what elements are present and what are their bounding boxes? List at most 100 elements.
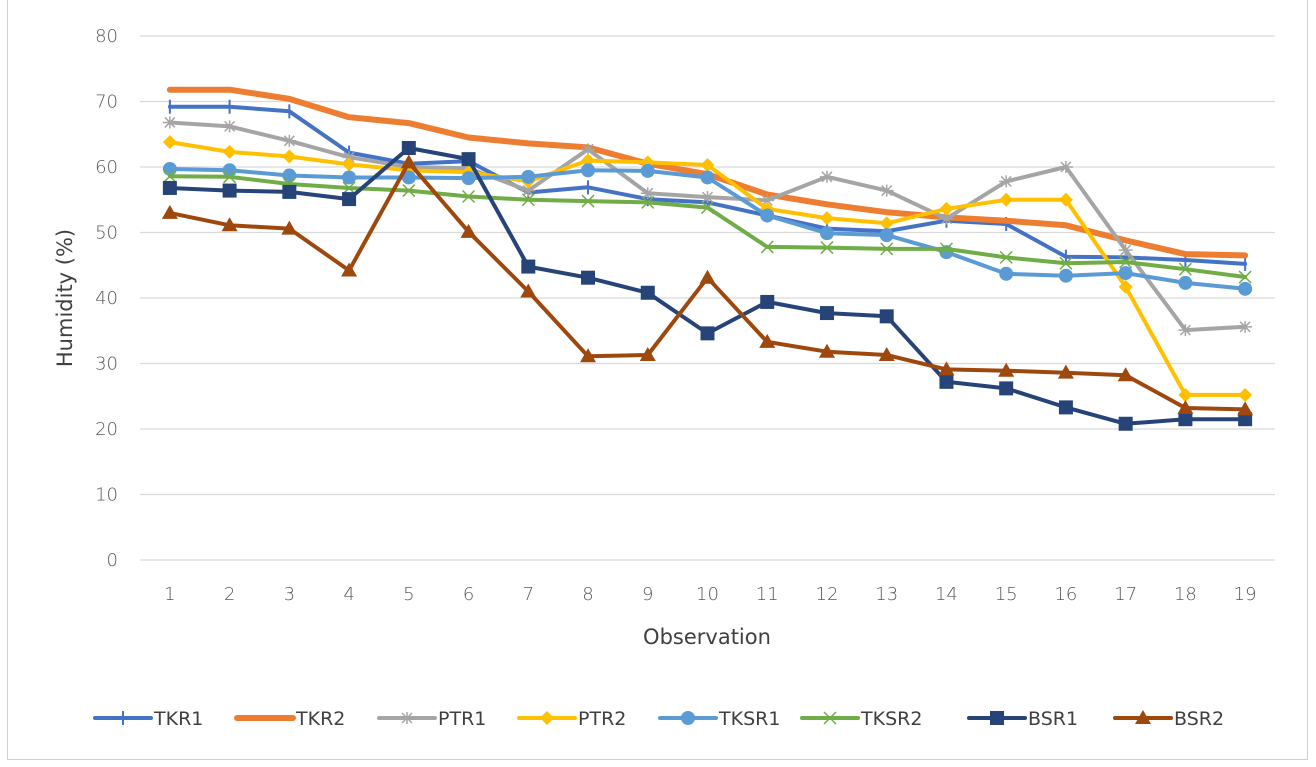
- legend-item-tksr1: TKSR1: [658, 708, 780, 730]
- data-point-tksr2: [999, 250, 1013, 264]
- data-point-bsr2: [759, 333, 776, 348]
- data-point-tksr1: [1238, 281, 1253, 296]
- data-point-bsr1: [162, 180, 177, 195]
- legend-item-tkr2: TKR2: [234, 708, 345, 730]
- data-point-tksr2: [880, 242, 894, 256]
- data-point-bsr2: [639, 346, 656, 361]
- x-tick-label: 3: [284, 584, 295, 605]
- data-point-bsr2: [878, 346, 895, 361]
- data-point-ptr2: [1118, 279, 1133, 294]
- data-point-ptr2: [342, 157, 357, 172]
- data-point-ptr2: [282, 149, 297, 164]
- data-point-bsr2: [281, 220, 298, 235]
- data-point-ptr1: [999, 175, 1014, 188]
- data-point-ptr1: [819, 170, 834, 183]
- legend-label-tkr2: TKR2: [295, 708, 345, 730]
- data-point-tksr1: [162, 161, 177, 176]
- legend-label-tksr1: TKSR1: [718, 708, 780, 730]
- legend-label-ptr2: PTR2: [578, 708, 626, 730]
- x-tick-label: 13: [875, 584, 898, 605]
- x-tick-label: 2: [224, 584, 235, 605]
- legend-item-bsr1: BSR1: [967, 708, 1078, 730]
- data-point-tksr1: [760, 208, 775, 223]
- data-point-ptr1: [760, 194, 775, 207]
- series-ptr1: [162, 116, 1253, 337]
- data-point-bsr2: [938, 361, 955, 376]
- data-point-bsr2: [1177, 400, 1194, 415]
- data-point-bsr2: [460, 223, 477, 238]
- data-point-ptr1: [581, 143, 596, 156]
- x-tick-label: 17: [1114, 584, 1137, 605]
- data-point-ptr2: [879, 216, 894, 231]
- data-point-tksr1: [581, 163, 596, 178]
- data-point-bsr1: [1118, 416, 1133, 431]
- series-tksr1: [162, 161, 1253, 296]
- data-point-bsr1: [640, 285, 655, 300]
- data-point-ptr1: [1058, 161, 1073, 173]
- data-point-bsr1: [1178, 412, 1193, 427]
- legend-label-bsr1: BSR1: [1028, 708, 1078, 730]
- legend-item-ptr2: PTR2: [517, 708, 626, 730]
- data-point-tksr1: [461, 171, 476, 186]
- legend: TKR1 TKR2 PTR1 PTR2 TKSR1 TKSR2 BSR1 BSR2: [93, 708, 1224, 730]
- data-point-tksr1: [521, 169, 536, 184]
- data-point-tksr2: [820, 241, 834, 255]
- legend-label-bsr2: BSR2: [1174, 708, 1224, 730]
- data-point-tksr1: [640, 163, 655, 178]
- data-point-tksr1: [401, 170, 416, 185]
- data-point-ptr2: [700, 158, 715, 173]
- data-point-ptr1: [1178, 324, 1193, 337]
- legend-label-tksr2: TKSR2: [860, 708, 922, 730]
- series-lines: [161, 86, 1254, 431]
- data-point-tksr2: [1178, 262, 1192, 276]
- data-point-tksr1: [342, 170, 357, 185]
- data-point-bsr1: [282, 184, 297, 199]
- y-tick-label: 60: [95, 157, 118, 178]
- x-tick-label: 9: [642, 584, 653, 605]
- y-tick-label: 10: [95, 485, 118, 506]
- legend-marker-tksr1: [681, 711, 695, 725]
- data-point-tksr1: [1118, 266, 1133, 281]
- y-tick-label: 40: [95, 288, 118, 309]
- data-point-bsr1: [342, 192, 357, 207]
- data-point-bsr2: [1057, 364, 1074, 379]
- data-point-tksr2: [700, 201, 715, 215]
- legend-item-bsr2: BSR2: [1113, 708, 1224, 730]
- data-point-tksr1: [819, 226, 834, 241]
- data-point-tksr2: [402, 184, 416, 198]
- data-point-bsr2: [400, 154, 417, 169]
- data-point-bsr2: [998, 362, 1015, 377]
- data-point-bsr2: [221, 217, 238, 232]
- data-point-tksr1: [999, 266, 1014, 281]
- series-bsr2: [161, 154, 1254, 416]
- data-point-ptr2: [819, 211, 834, 226]
- x-tick-label: 1: [164, 584, 175, 605]
- data-point-tksr1: [1178, 275, 1193, 290]
- data-point-bsr1: [879, 309, 894, 324]
- data-point-ptr2: [1178, 387, 1193, 402]
- legend-item-tksr2: TKSR2: [800, 708, 922, 730]
- y-tick-label: 50: [95, 223, 118, 244]
- legend-item-tkr1: TKR1: [93, 708, 203, 730]
- data-point-bsr2: [699, 269, 716, 284]
- data-point-bsr2: [818, 343, 835, 358]
- x-tick-label: 10: [696, 584, 719, 605]
- x-tick-label: 18: [1174, 584, 1197, 605]
- y-tick-label: 80: [95, 26, 118, 47]
- data-point-tksr1: [282, 168, 297, 183]
- data-point-ptr1: [342, 151, 357, 164]
- x-tick-label: 12: [816, 584, 839, 605]
- x-tick-label: 7: [523, 584, 534, 605]
- data-point-ptr1: [162, 116, 177, 129]
- data-point-bsr1: [1238, 412, 1253, 427]
- data-point-tksr2: [462, 189, 476, 204]
- data-point-ptr2: [939, 201, 954, 216]
- y-tick-label: 0: [107, 550, 118, 571]
- y-tick-label: 70: [95, 92, 118, 113]
- data-point-tksr2: [1238, 270, 1252, 284]
- data-point-ptr1: [640, 187, 655, 200]
- data-point-tksr2: [939, 242, 953, 256]
- data-point-bsr1: [401, 141, 416, 156]
- data-point-ptr1: [521, 184, 536, 197]
- data-point-tksr2: [1059, 256, 1073, 270]
